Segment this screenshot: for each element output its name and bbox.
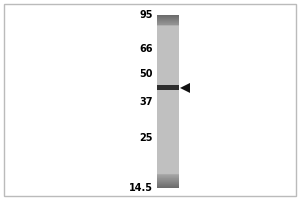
- Text: 14.5: 14.5: [129, 183, 153, 193]
- Text: 66: 66: [140, 44, 153, 54]
- Text: 95: 95: [140, 10, 153, 20]
- Text: 37: 37: [140, 97, 153, 107]
- Bar: [157, 85, 179, 90]
- Text: 25: 25: [140, 133, 153, 143]
- Text: 50: 50: [140, 69, 153, 79]
- Polygon shape: [180, 83, 190, 93]
